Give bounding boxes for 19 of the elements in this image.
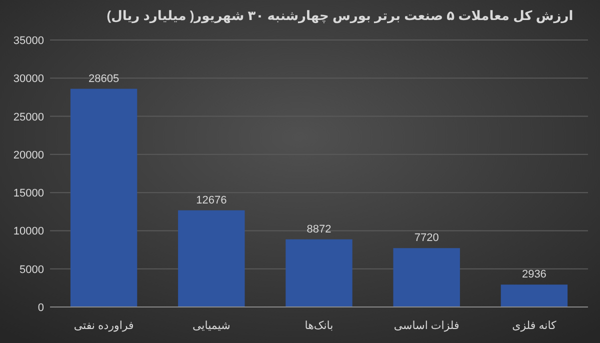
- data-label: 2936: [522, 268, 546, 281]
- y-tick-label: 0: [38, 302, 44, 314]
- x-tick-label: فلزات اساسی: [394, 320, 460, 332]
- y-tick-label: 30000: [13, 73, 44, 86]
- x-tick-label: کانه فلزی: [512, 320, 558, 332]
- x-tick-label: شیمیایی: [192, 320, 230, 332]
- x-tick-label: فراورده نفتی: [74, 320, 134, 332]
- data-label: 12676: [196, 194, 227, 206]
- y-tick-label: 25000: [13, 111, 44, 124]
- y-tick-label: 20000: [13, 149, 44, 162]
- data-label: 7720: [414, 232, 439, 244]
- y-tick-label: 10000: [13, 226, 44, 238]
- y-tick-label: 15000: [13, 188, 44, 200]
- chart-title: ارزش کل معاملات ۵ صنعت برتر بورس چهارشنبه ۳۰ شهریور( میلیارد ریال): [106, 8, 574, 24]
- y-tick-label: 5000: [20, 264, 44, 276]
- y-tick-label: 35000: [13, 35, 44, 47]
- data-label: 28605: [88, 72, 120, 85]
- x-tick-label: بانک‌ها: [304, 320, 334, 332]
- data-label: 8872: [306, 223, 332, 236]
